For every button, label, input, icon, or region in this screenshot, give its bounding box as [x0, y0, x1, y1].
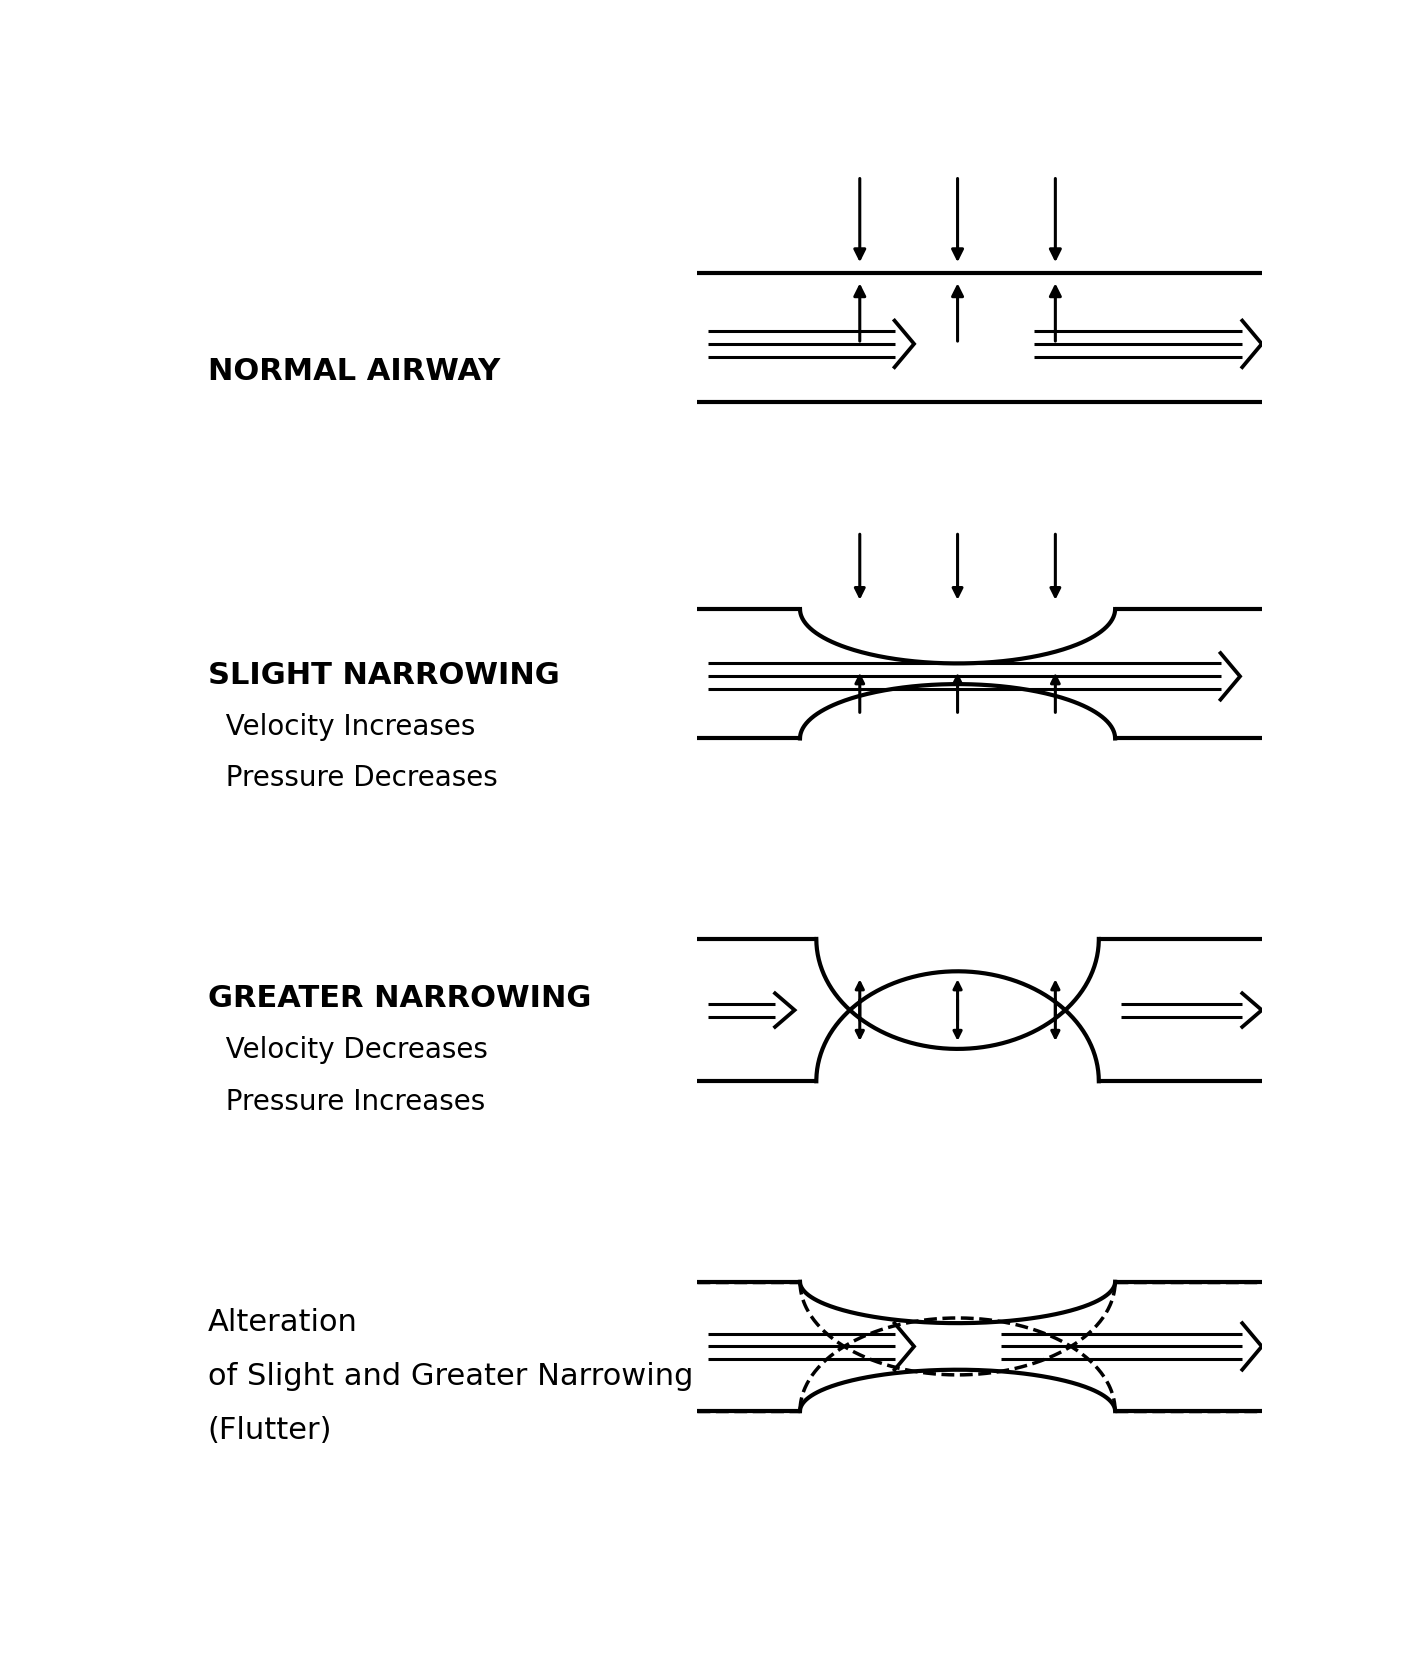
- Text: NORMAL AIRWAY: NORMAL AIRWAY: [207, 356, 501, 386]
- Text: GREATER NARROWING: GREATER NARROWING: [207, 984, 592, 1013]
- Text: (Flutter): (Flutter): [207, 1416, 332, 1445]
- Text: of Slight and Greater Narrowing: of Slight and Greater Narrowing: [207, 1362, 693, 1391]
- Text: Velocity Increases: Velocity Increases: [207, 712, 475, 741]
- Text: Velocity Decreases: Velocity Decreases: [207, 1037, 488, 1063]
- Text: Pressure Decreases: Pressure Decreases: [207, 764, 498, 793]
- Text: SLIGHT NARROWING: SLIGHT NARROWING: [207, 660, 559, 690]
- Text: Alteration: Alteration: [207, 1307, 358, 1337]
- Text: Pressure Increases: Pressure Increases: [207, 1087, 485, 1116]
